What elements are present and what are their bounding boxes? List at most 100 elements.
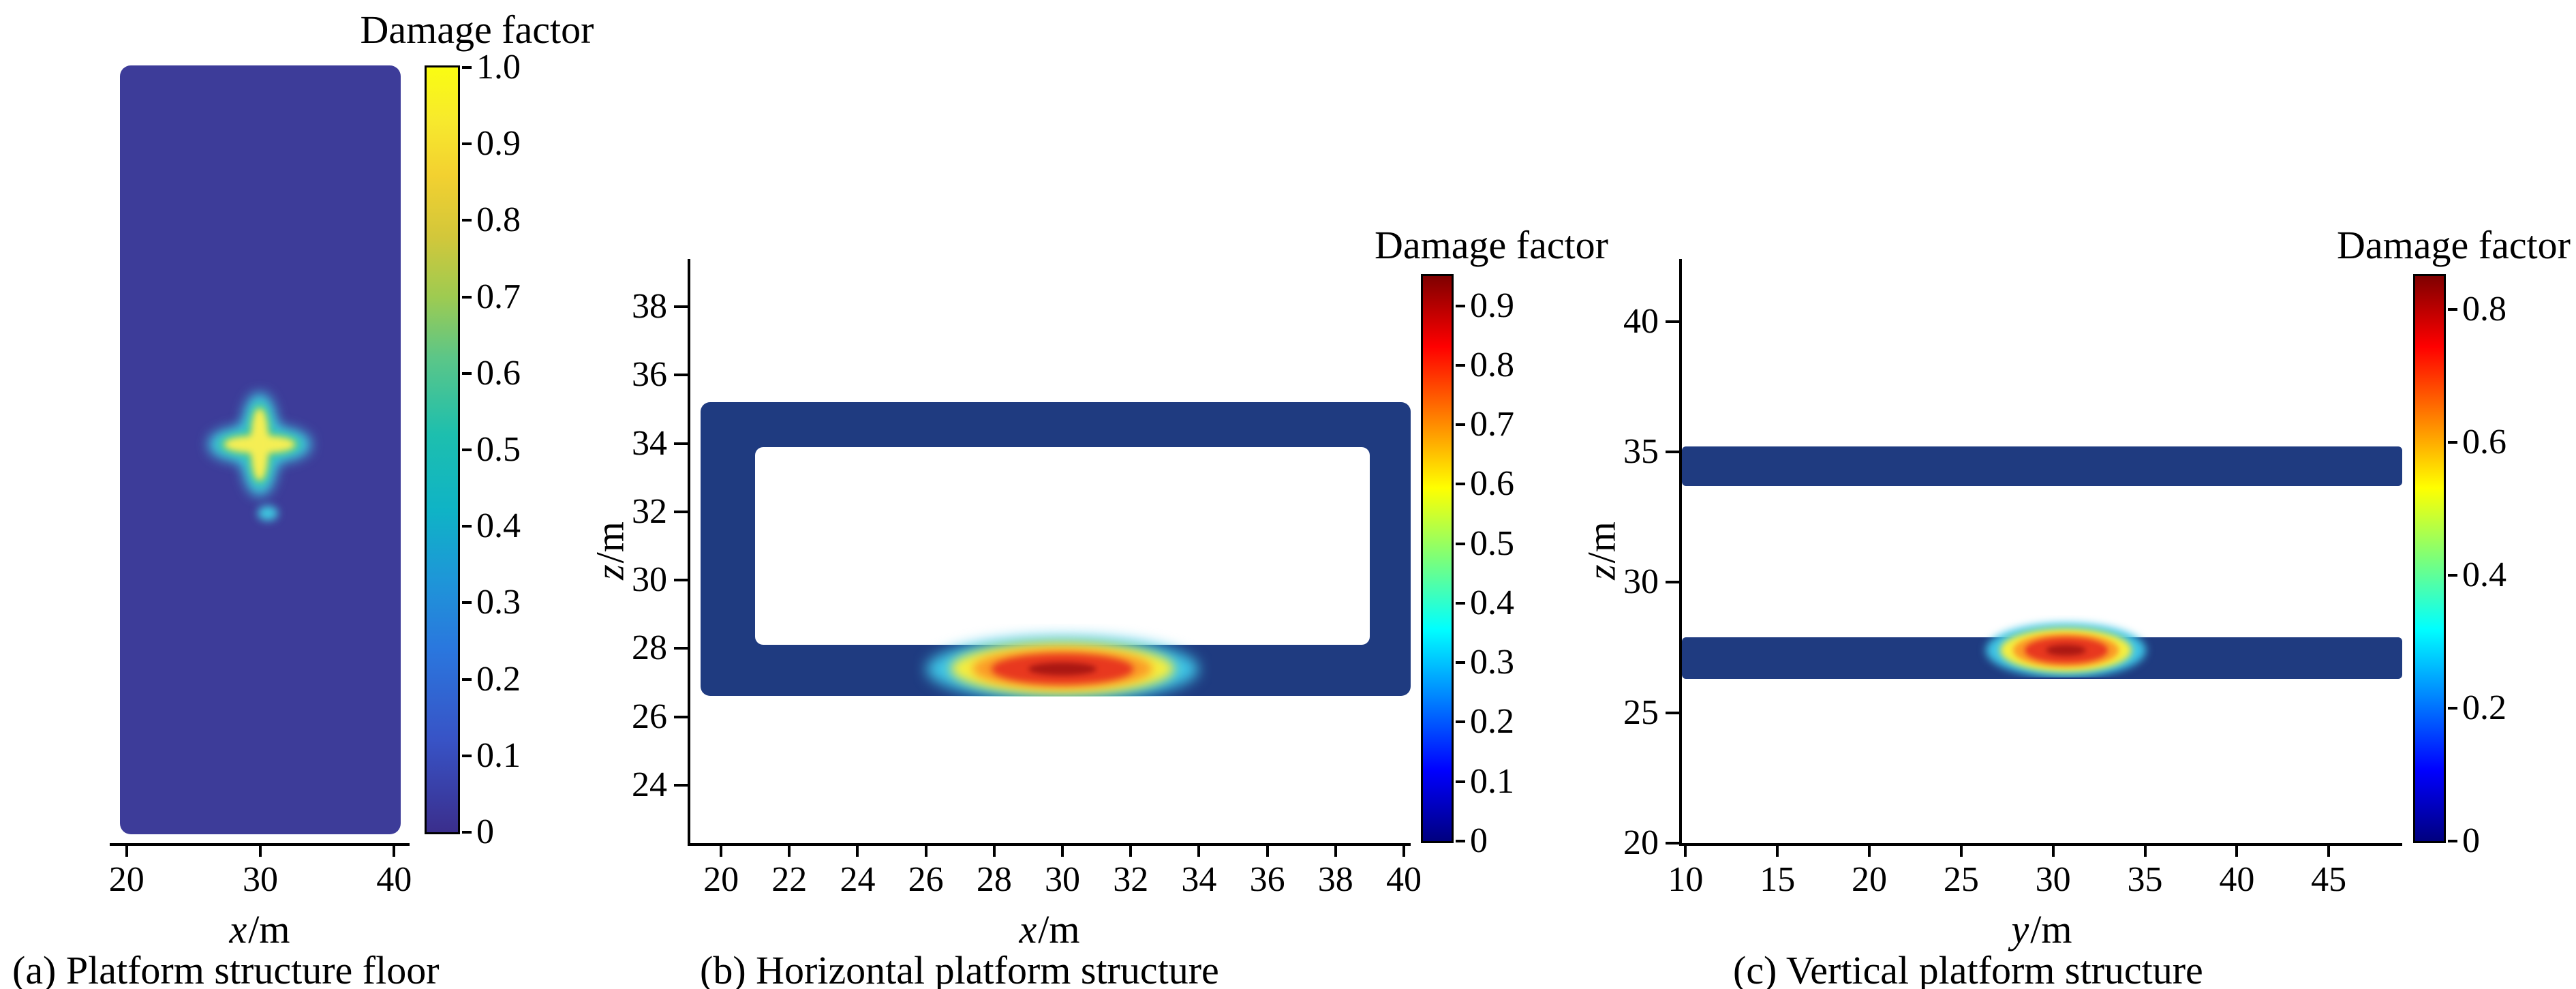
damage-hotspot-layer-b: [1028, 662, 1097, 675]
x-tick-label-c: 30: [2035, 860, 2071, 899]
colorbar-tick-b: [1456, 720, 1465, 724]
colorbar-tick-label-a: 0.2: [476, 659, 521, 699]
colorbar-tick-a: [462, 448, 472, 451]
x-tick-label-c: 25: [1943, 860, 1979, 899]
x-tick-label-b: 24: [840, 860, 876, 899]
colorbar-tick-label-b: 0.2: [1470, 702, 1514, 742]
x-axis-unit-b: /m: [1038, 907, 1080, 952]
x-axis-label-c: y/m: [2012, 907, 2072, 952]
x-tick-c: [1868, 846, 1871, 857]
colorbar-tick-label-a: 0.4: [476, 506, 521, 546]
colorbar-tick-label-a: 0.5: [476, 430, 521, 469]
x-axis-unit-c: /m: [2030, 907, 2072, 952]
y-tick-b: [674, 579, 688, 582]
x-tick-c: [2327, 846, 2331, 857]
structure-frame-hole-b: [755, 446, 1370, 645]
x-tick-b: [1266, 846, 1269, 857]
colorbar-tick-label-b: 0.9: [1470, 286, 1514, 325]
x-tick-label-b: 22: [771, 860, 808, 899]
x-tick-a: [393, 846, 396, 857]
x-axis-line-b: [688, 843, 1411, 846]
colorbar-tick-b: [1456, 542, 1465, 545]
colorbar-title-a: Damage factor: [360, 7, 594, 52]
colorbar-tick-label-b: 0.3: [1470, 643, 1514, 682]
y-tick-b: [674, 374, 688, 377]
colorbar-c: [2413, 274, 2446, 843]
y-tick-label-c: 20: [1623, 823, 1659, 862]
x-axis-variable-b: x: [1019, 907, 1037, 952]
colorbar-tick-a: [462, 371, 472, 375]
colorbar-tick-label-a: 0.3: [476, 583, 521, 622]
y-tick-label-b: 24: [632, 765, 667, 804]
colorbar-tick-c: [2448, 706, 2457, 710]
colorbar-tick-c: [2448, 440, 2457, 444]
y-tick-label-b: 30: [632, 560, 667, 600]
y-axis-line-c: [1679, 259, 1682, 846]
colorbar-tick-label-c: 0.4: [2462, 555, 2506, 594]
y-tick-b: [674, 510, 688, 513]
x-tick-label-c: 20: [1852, 860, 1888, 899]
x-tick-b: [856, 846, 859, 857]
y-tick-label-c: 25: [1623, 693, 1659, 732]
y-tick-c: [1666, 711, 1679, 714]
colorbar-tick-b: [1456, 661, 1465, 665]
colorbar-tick-a: [462, 525, 472, 528]
colorbar-tick-b: [1456, 780, 1465, 783]
x-axis-label-b: x/m: [1019, 907, 1080, 952]
x-axis-unit-a: /m: [248, 907, 290, 952]
x-tick-b: [1334, 846, 1337, 857]
colorbar-tick-label-a: 0.1: [476, 735, 521, 775]
caption-panel-c: (c) Vertical platform structure: [1733, 948, 2203, 989]
x-tick-c: [1959, 846, 1963, 857]
damage-hotspot-c: [1974, 615, 2161, 678]
x-tick-label-b: 32: [1113, 860, 1149, 899]
colorbar-tick-a: [462, 601, 472, 605]
x-tick-label-b: 30: [1045, 860, 1081, 899]
colorbar-tick-b: [1456, 840, 1465, 842]
y-tick-b: [674, 715, 688, 718]
x-axis-line-c: [1679, 843, 2402, 846]
x-tick-b: [720, 846, 723, 857]
colorbar-tick-label-b: 0.4: [1470, 583, 1514, 622]
colorbar-tick-c: [2448, 840, 2457, 842]
y-tick-label-b: 34: [632, 423, 667, 463]
structure-upper-deck-c: [1682, 446, 2402, 486]
y-tick-label-b: 36: [632, 355, 667, 395]
x-tick-b: [1197, 846, 1201, 857]
colorbar-title-c: Damage factor: [2337, 223, 2571, 267]
x-tick-a: [125, 846, 128, 857]
x-tick-b: [1402, 846, 1405, 857]
colorbar-tick-c: [2448, 307, 2457, 311]
y-tick-b: [674, 305, 688, 309]
x-tick-c: [1684, 846, 1687, 857]
y-tick-c: [1666, 581, 1679, 584]
y-tick-label-b: 26: [632, 697, 667, 736]
colorbar-tick-label-a: 0.8: [476, 200, 521, 240]
y-tick-b: [674, 442, 688, 445]
y-tick-c: [1666, 842, 1679, 845]
x-axis-variable-c: y: [2011, 907, 2029, 952]
y-tick-label-b: 28: [632, 628, 667, 668]
damage-hotspot-a-speck: [258, 506, 278, 521]
y-tick-c: [1666, 320, 1679, 323]
colorbar-a: [425, 65, 460, 834]
colorbar-tick-a: [462, 678, 472, 681]
damage-hotspot-layer-c: [2046, 644, 2086, 656]
damage-hotspot-b: [913, 624, 1213, 697]
colorbar-tick-label-a: 0.6: [476, 353, 521, 393]
x-tick-label-c: 10: [1668, 860, 1704, 899]
x-tick-label-b: 36: [1249, 860, 1285, 899]
colorbar-tick-label-b: 0.8: [1470, 345, 1514, 384]
colorbar-tick-b: [1456, 304, 1465, 307]
colorbar-tick-a: [462, 831, 472, 834]
caption-panel-b: (b) Horizontal platform structure: [700, 948, 1219, 989]
x-tick-b: [788, 846, 791, 857]
colorbar-tick-a: [462, 754, 472, 757]
y-tick-label-b: 32: [632, 491, 667, 531]
colorbar-tick-a: [462, 142, 472, 146]
y-tick-b: [674, 647, 688, 650]
colorbar-tick-label-b: 0.1: [1470, 761, 1514, 801]
y-tick-label-c: 30: [1623, 562, 1659, 602]
x-tick-label-a: 30: [243, 860, 278, 899]
